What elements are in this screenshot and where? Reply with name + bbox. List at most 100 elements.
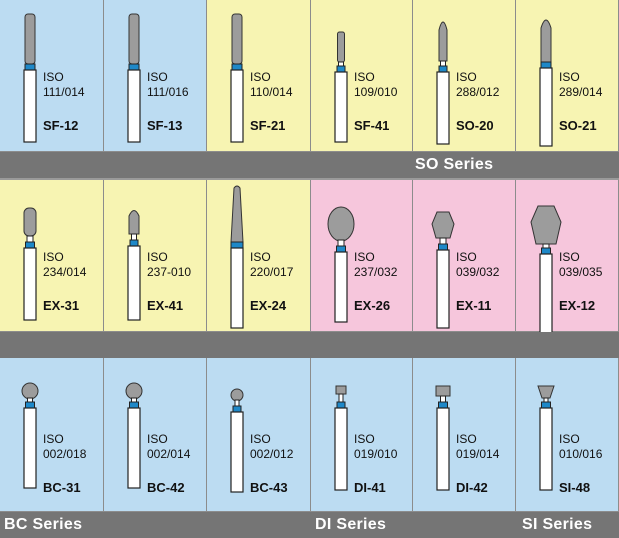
bur-shank [539,253,553,335]
bur-ring [438,243,448,251]
iso-number: 288/012 [456,85,500,99]
iso-label: ISO [147,432,168,446]
bur-card-ex-11: ISO 039/032 EX-11 [413,180,516,332]
bur-illustration [435,385,451,491]
bur-card-so-21: ISO 289/014 SO-21 [516,0,619,152]
series-label-di-series: DI Series [315,516,387,533]
bur-illustration [334,31,348,143]
bur-code: EX-31 [43,298,80,313]
bur-neck [338,393,344,403]
bur-card-si-48: ISO 010/016 SI-48 [516,358,619,512]
bur-shank [127,69,141,143]
iso-label: ISO [354,70,375,84]
bur-shank [23,69,37,143]
bur-head [530,205,562,245]
bur-ring [230,241,244,249]
iso-number: 109/010 [354,85,398,99]
bur-code: EX-11 [456,298,492,313]
bur-card-di-41: ISO 019/010 DI-41 [311,358,413,512]
bur-code: SO-20 [456,118,494,133]
bur-illustration [327,206,355,323]
bur-code: SF-41 [354,118,390,133]
bur-ring [541,247,551,255]
iso-label: ISO [456,250,477,264]
bur-ring [336,65,346,73]
bur-shank [23,407,37,489]
bur-head [435,385,451,397]
bur-ring [438,401,448,409]
bur-shank [127,245,141,321]
bur-shank [334,71,348,143]
bur-code: DI-42 [456,480,488,495]
iso-number: 220/017 [250,265,294,279]
bur-ring [336,245,346,253]
bur-ring [129,239,139,247]
iso-number: 002/014 [147,447,191,461]
bur-card-di-42: ISO 019/014 DI-42 [413,358,516,512]
iso-label: ISO [43,250,64,264]
bur-code: BC-31 [43,480,81,495]
bur-head [540,19,552,63]
bur-illustration [230,185,244,329]
bur-code: SO-21 [559,118,597,133]
bur-head [231,13,243,65]
bur-illustration [21,382,39,489]
bur-head [125,382,143,400]
bur-card-bc-42: ISO 002/014 BC-42 [104,358,207,512]
iso-label: ISO [559,70,580,84]
series-label-so-series: SO Series [415,156,494,173]
bur-ring [438,65,448,73]
bur-card-so-20: ISO 288/012 SO-20 [413,0,516,152]
bur-code: SI-48 [559,480,591,495]
iso-label: ISO [456,432,477,446]
bur-code: BC-43 [250,480,288,495]
bur-shank [436,407,450,491]
iso-number: 019/010 [354,447,398,461]
bur-neck [440,60,446,67]
iso-label: ISO [43,70,64,84]
bur-head [335,385,347,395]
iso-label: ISO [147,250,168,264]
bur-ring [24,63,36,71]
bur-code: BC-42 [147,480,185,495]
bur-shank [230,69,244,143]
iso-label: ISO [559,432,580,446]
iso-number: 237/032 [354,265,398,279]
bur-neck [26,235,34,243]
bur-head [230,388,244,402]
bur-shank [230,247,244,329]
bur-shank [23,247,37,321]
bur-illustration [530,205,562,335]
bur-ring [129,401,139,409]
bur-illustration [436,21,450,145]
bur-shank [436,71,450,145]
bur-code: EX-41 [147,298,184,313]
bur-card-ex-26: ISO 237/032 EX-26 [311,180,413,332]
bur-head [327,206,355,242]
iso-label: ISO [354,250,375,264]
iso-number: 039/032 [456,265,500,279]
iso-label: ISO [456,70,477,84]
iso-label: ISO [43,432,64,446]
bur-ring [540,61,552,69]
iso-label: ISO [250,70,271,84]
iso-number: 002/018 [43,447,87,461]
bur-card-sf-13: ISO 111/016 SF-13 [104,0,207,152]
bur-head [24,13,36,65]
bur-code: SF-13 [147,118,183,133]
bur-neck [131,233,137,241]
bur-shank [539,67,553,147]
bur-illustration [334,385,348,491]
bur-shank [230,411,244,493]
bur-shank [436,249,450,329]
bur-illustration [537,385,555,491]
bur-neck [337,239,345,247]
bur-shank [539,407,553,491]
iso-number: 019/014 [456,447,500,461]
iso-label: ISO [559,250,580,264]
bur-ring [232,405,242,413]
iso-label: ISO [250,250,271,264]
bur-head [431,211,455,239]
bur-head [438,21,448,62]
bur-head [128,13,140,65]
